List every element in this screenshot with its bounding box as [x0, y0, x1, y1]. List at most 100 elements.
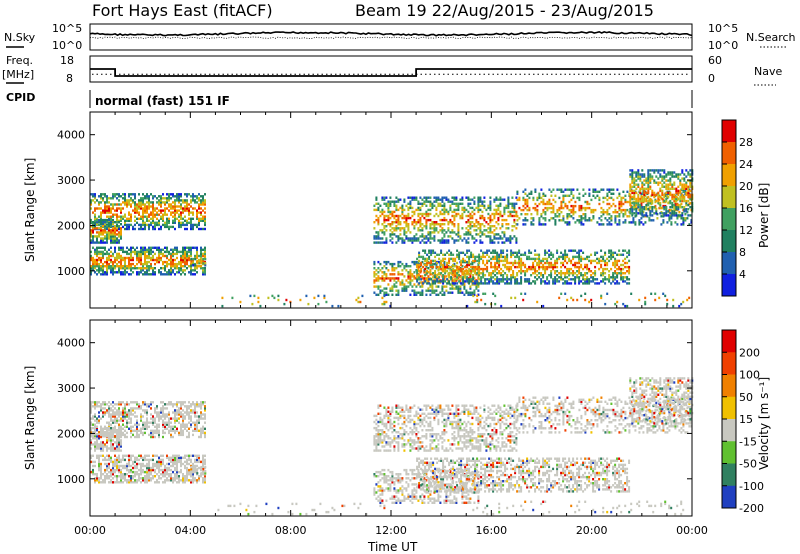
range-cell [679, 195, 682, 199]
range-cell [186, 193, 188, 196]
range-cell [150, 193, 152, 196]
range-cell [106, 218, 108, 222]
range-cell [489, 237, 492, 240]
range-cell [685, 193, 688, 197]
range-cell [403, 265, 406, 268]
range-cell [134, 207, 136, 210]
range-cell [633, 181, 636, 184]
range-cell [383, 271, 386, 274]
range-cell [476, 259, 479, 263]
range-cell [200, 213, 202, 216]
range-cell [164, 267, 166, 270]
range-cell [130, 246, 132, 249]
range-cell [148, 215, 150, 218]
range-cell [552, 278, 555, 281]
range-cell [102, 231, 104, 234]
range-cell [566, 213, 569, 216]
range-cell [387, 202, 390, 205]
range-cell [403, 239, 406, 242]
range-cell [122, 413, 124, 416]
range-cell [389, 196, 392, 199]
range-cell [489, 241, 492, 244]
range-cell [124, 203, 126, 206]
range-cell [622, 215, 625, 218]
range-cell [598, 198, 601, 202]
range-cell [515, 210, 518, 214]
range-cell [124, 405, 126, 408]
range-cell [379, 214, 382, 218]
range-cell [204, 269, 206, 272]
range-cell [399, 229, 402, 232]
range-cell [100, 433, 102, 437]
range-cell [98, 271, 100, 274]
range-cell [198, 199, 200, 202]
range-cell [472, 259, 475, 263]
range-cell [451, 223, 454, 226]
range-cell [542, 211, 545, 214]
range-cell [471, 214, 474, 218]
range-cell [239, 300, 242, 304]
range-cell [190, 269, 192, 272]
range-cell [482, 282, 485, 285]
range-cell [681, 177, 684, 180]
range-cell [442, 274, 445, 277]
range-cell [435, 275, 438, 278]
range-cell [427, 237, 430, 240]
range-cell [578, 255, 581, 259]
range-cell [383, 210, 386, 214]
range-cell [602, 188, 605, 191]
range-cell [653, 212, 656, 215]
range-cell [542, 267, 545, 271]
range-cell [112, 241, 114, 244]
range-cell [600, 272, 603, 275]
range-cell [456, 267, 459, 271]
range-cell [635, 187, 638, 190]
range-cell [480, 282, 483, 285]
range-cell [118, 203, 120, 206]
range-cell [586, 282, 589, 285]
range-cell [170, 433, 172, 437]
range-cell [395, 225, 398, 228]
range-cell [419, 216, 422, 220]
range-cell [552, 188, 555, 191]
range-cell [570, 259, 573, 263]
range-cell [588, 192, 591, 195]
range-cell [554, 215, 557, 218]
range-cell [468, 267, 471, 271]
range-cell [479, 208, 482, 212]
range-cell [180, 407, 182, 410]
range-cell [381, 210, 384, 214]
range-cell [526, 194, 529, 197]
range-cell [643, 175, 646, 178]
range-cell [184, 256, 186, 260]
range-cell [570, 211, 573, 214]
range-cell [148, 273, 150, 276]
range-cell [568, 223, 571, 226]
range-cell [98, 246, 100, 249]
range-cell [176, 411, 178, 414]
range-cell [658, 296, 661, 300]
range-cell [675, 208, 678, 211]
range-cell [562, 190, 565, 193]
range-cell [134, 215, 136, 218]
range-cell [520, 282, 523, 285]
range-cell [550, 206, 553, 210]
range-cell [140, 205, 142, 208]
range-cell [645, 206, 648, 209]
range-cell [647, 183, 650, 186]
range-cell [618, 267, 621, 271]
range-cell [592, 215, 595, 218]
range-cell [568, 282, 571, 285]
range-cell [164, 417, 166, 420]
range-cell [514, 265, 517, 269]
range-cell [514, 255, 517, 259]
range-cell [542, 208, 545, 212]
range-cell [387, 200, 390, 203]
range-cell [467, 218, 470, 222]
range-cell [602, 208, 605, 212]
range-cell [90, 267, 92, 270]
range-cell [413, 221, 416, 224]
range-cell [675, 173, 678, 176]
range-cell [498, 255, 501, 259]
range-cell [494, 282, 497, 285]
